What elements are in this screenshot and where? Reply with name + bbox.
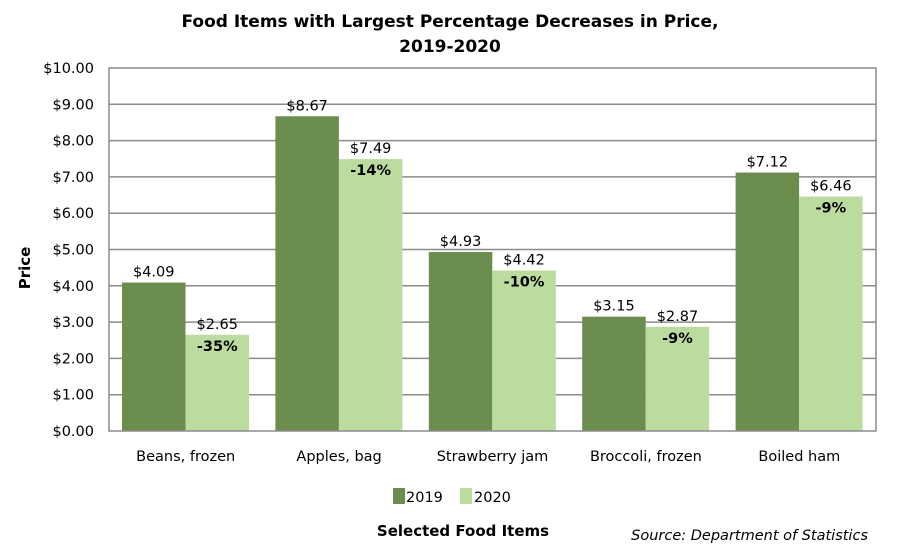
bar-2019-2: [428, 252, 493, 431]
legend-label-2020: 2020: [474, 490, 511, 506]
data-label-2019: $8.67: [286, 98, 328, 114]
bar-2019-1: [275, 116, 339, 432]
plot-area-frame: [108, 67, 877, 432]
y-axis-title: Price: [16, 247, 34, 290]
bar-2020-2: [492, 270, 556, 431]
y-tick-label: $5.00: [52, 243, 94, 259]
pct-change-label: -9%: [662, 331, 693, 347]
y-tick-label: $1.00: [52, 388, 94, 404]
data-label-2020: $2.87: [657, 309, 699, 325]
pct-change-label: -9%: [816, 201, 847, 217]
bar-2020-0: [185, 334, 249, 431]
data-label-2020: $4.42: [503, 253, 545, 269]
source-note: Source: Department of Statistics: [631, 528, 868, 544]
category-label: Strawberry jam: [437, 449, 549, 465]
bar-2020-1: [338, 159, 403, 431]
chart-title-line1: Food Items with Largest Percentage Decre…: [181, 12, 718, 32]
y-tick-label: $4.00: [52, 279, 94, 295]
data-label-2019: $4.93: [440, 234, 482, 250]
category-labels: Beans, frozen Apples, bag Strawberry jam Br…: [136, 449, 840, 465]
bar-2020-3: [645, 326, 710, 431]
y-tick-label: $8.00: [52, 134, 94, 150]
data-label-2019: $3.15: [593, 299, 635, 315]
category-label: Boiled ham: [758, 449, 840, 465]
y-tick-label: $3.00: [52, 315, 94, 331]
x-axis-title: Selected Food Items: [377, 522, 549, 540]
bars: [122, 116, 863, 432]
bar-2019-4: [735, 172, 800, 431]
data-label-2019: $7.12: [747, 155, 789, 171]
pct-change-label: -14%: [350, 163, 391, 179]
data-label-2019: $4.09: [133, 265, 175, 281]
legend-swatch-2019: [393, 488, 405, 504]
y-tick-label: $7.00: [52, 170, 94, 186]
category-label: Apples, bag: [296, 449, 381, 465]
chart-title-line2: 2019-2020: [399, 37, 501, 57]
y-tick-label: $6.00: [52, 206, 94, 222]
bar-2020-4: [799, 196, 863, 431]
pct-change-label: -35%: [197, 339, 238, 355]
data-label-2020: $2.65: [196, 317, 238, 333]
bar-2019-0: [122, 282, 186, 431]
y-tick-label: $0.00: [52, 424, 94, 440]
category-label: Beans, frozen: [136, 449, 235, 465]
data-labels: $4.09 $2.65 -35% $8.67 $7.49 -14% $4.93 $4.42 -1…: [133, 98, 852, 355]
pct-change-label: -10%: [504, 275, 545, 291]
legend: 2019 2020: [393, 488, 511, 506]
y-tick-label: $2.00: [52, 351, 94, 367]
data-label-2020: $6.46: [810, 179, 852, 195]
data-label-2020: $7.49: [350, 141, 392, 157]
legend-label-2019: 2019: [406, 490, 443, 506]
y-axis-ticks: $0.00 $1.00 $2.00 $3.00 $4.00 $5.00 $6.00 $7.00…: [43, 61, 94, 440]
bar-2019-3: [582, 316, 646, 431]
y-tick-label: $9.00: [52, 97, 94, 113]
y-tick-label: $10.00: [43, 61, 94, 77]
category-label: Broccoli, frozen: [590, 449, 702, 465]
legend-swatch-2020: [460, 488, 472, 504]
